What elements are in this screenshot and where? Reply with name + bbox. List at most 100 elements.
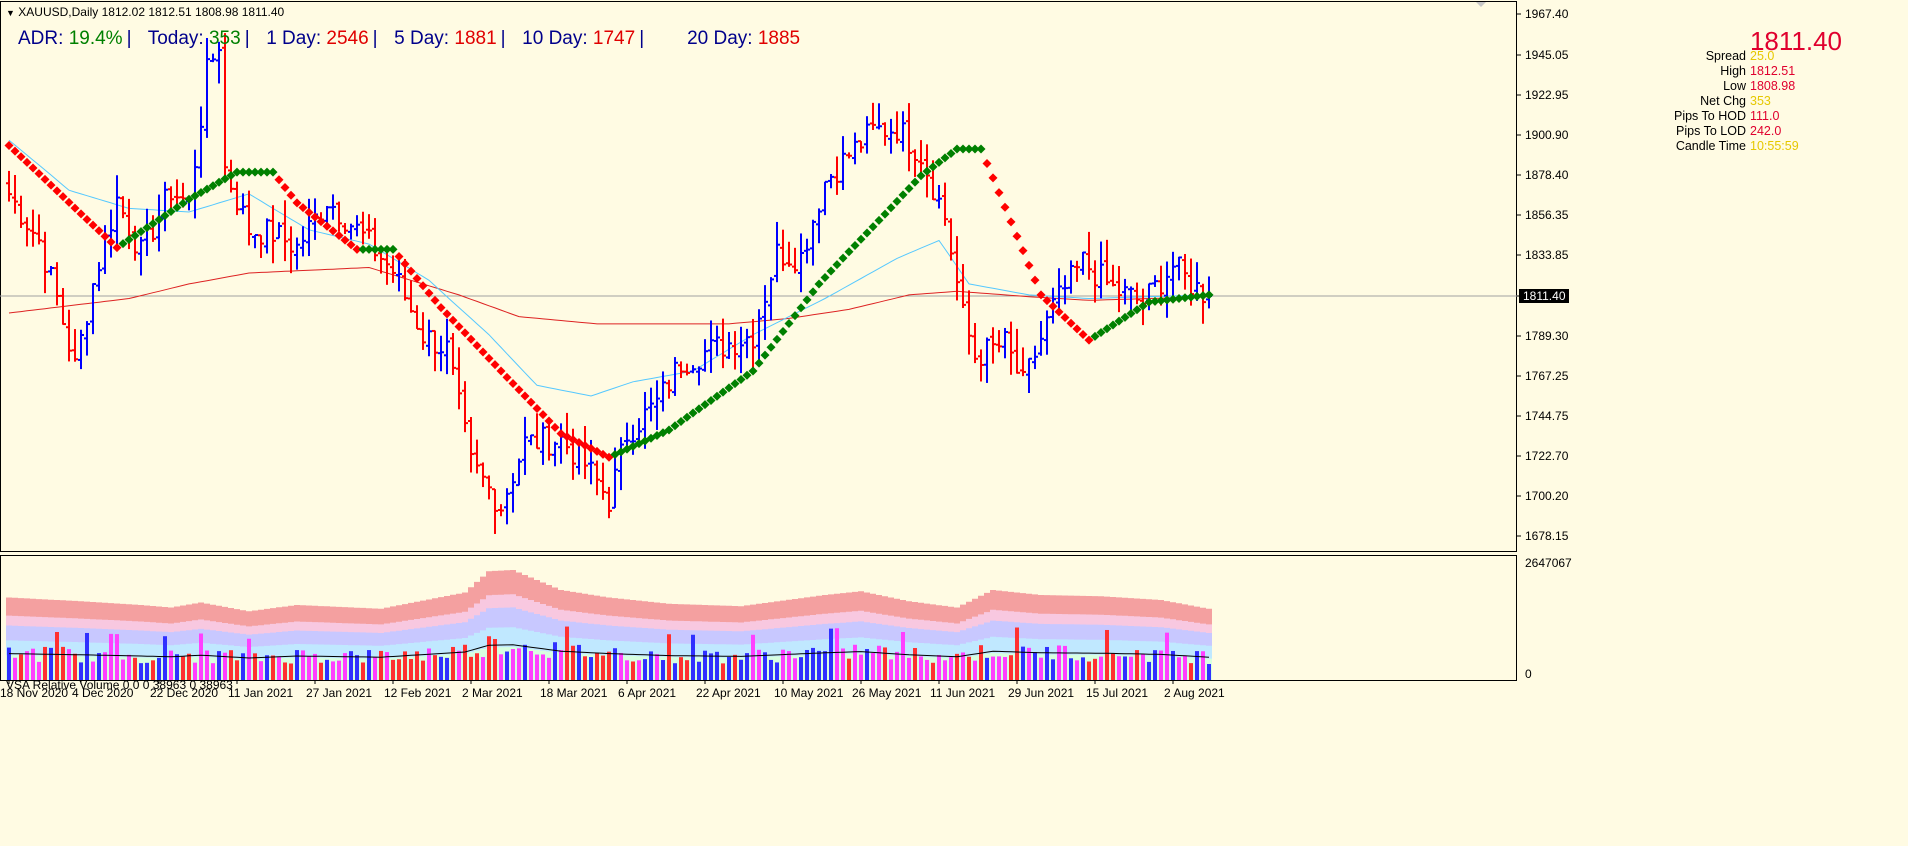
ohlc-bar	[594, 460, 600, 496]
ohlc-bar	[498, 504, 504, 517]
trend-dot	[226, 170, 236, 180]
ohlc-bar	[660, 371, 666, 412]
trend-dot	[454, 322, 464, 332]
ohlc-bar	[258, 234, 264, 258]
d20-value: 1885	[757, 28, 801, 49]
volume-bar	[967, 656, 971, 680]
volume-bar	[871, 652, 875, 680]
trend-dot	[742, 370, 752, 380]
trend-dot	[994, 188, 1004, 198]
date-tick-label: 11 Jun 2021	[930, 686, 995, 700]
volume-bar	[619, 652, 623, 680]
volume-bar	[757, 649, 761, 680]
trend-dot	[118, 239, 128, 249]
ohlc-bar	[978, 349, 984, 382]
triangle-down-icon[interactable]: ▼	[6, 8, 15, 18]
ohlc-bar	[462, 381, 468, 433]
ohlc-bar	[492, 488, 498, 534]
ohlc-bar	[486, 475, 492, 500]
trend-dot	[1078, 330, 1088, 340]
volume-bar	[721, 663, 725, 680]
ohlc-bar	[264, 218, 270, 254]
volume-bar	[613, 648, 617, 680]
ohlc-bar	[204, 37, 210, 138]
trend-dot	[1120, 312, 1130, 322]
trend-dot	[412, 273, 422, 283]
ohlc-bar	[762, 285, 768, 340]
trend-dot	[1090, 331, 1100, 341]
volume-bar	[205, 650, 209, 680]
volume-bar	[661, 660, 665, 680]
ohlc-bar	[54, 262, 60, 306]
ohlc-bar	[414, 305, 420, 330]
ohlc-bar	[708, 320, 714, 373]
ohlc-bar	[804, 238, 810, 264]
price-tick-label: 1900.90	[1525, 128, 1569, 142]
volume-bar	[1003, 656, 1007, 680]
trend-dot	[310, 212, 320, 222]
ohlc-bar	[1014, 328, 1020, 374]
trend-dot	[34, 169, 44, 179]
volume-bar	[1129, 656, 1133, 680]
trend-dot	[532, 403, 542, 413]
info-label: High	[1720, 64, 1746, 78]
volume-bar	[295, 650, 299, 680]
trend-dot	[808, 287, 818, 297]
ohlc-bar	[222, 33, 228, 180]
trend-dot	[1204, 290, 1214, 300]
ohlc-bar	[438, 335, 444, 372]
trend-dot	[766, 342, 776, 352]
trend-dot	[1054, 307, 1064, 317]
trend-dot	[682, 412, 692, 422]
volume-bar	[1141, 654, 1145, 680]
ohlc-bar	[120, 196, 126, 219]
ohlc-bar	[288, 226, 294, 274]
ohlc-bar	[654, 380, 660, 430]
trend-dot	[988, 173, 998, 183]
trend-dot	[1036, 290, 1046, 300]
today-label: Today:	[147, 28, 204, 49]
volume-bar	[193, 662, 197, 680]
ohlc-bar	[168, 186, 174, 209]
ohlc-bar	[948, 218, 954, 261]
volume-bar	[49, 647, 53, 680]
trend-dot	[184, 194, 194, 204]
trend-dot	[676, 417, 686, 427]
ohlc-bar	[822, 180, 828, 216]
trend-dot	[1108, 320, 1118, 330]
volume-bar	[727, 656, 731, 680]
ohlc-bar	[894, 111, 900, 144]
volume-bar	[1057, 645, 1061, 680]
volume-bar	[133, 657, 137, 680]
volume-bar	[505, 651, 509, 680]
volume-bar	[337, 660, 341, 680]
trend-dot	[334, 231, 344, 241]
volume-bar	[367, 650, 371, 680]
volume-bar	[307, 655, 311, 680]
price-tick-label: 1833.85	[1525, 248, 1569, 262]
trend-dot	[1138, 301, 1148, 311]
volume-bar	[61, 646, 65, 680]
trend-dot	[964, 144, 974, 154]
trend-dot	[922, 166, 932, 176]
trend-dot	[64, 197, 74, 207]
ohlc-bar	[1044, 310, 1050, 355]
volume-bar	[373, 656, 377, 680]
ohlc-bar	[1170, 251, 1176, 300]
trend-dot	[1192, 291, 1202, 301]
volume-bar	[13, 657, 17, 680]
trend-dot	[124, 235, 134, 245]
ohlc-bar	[966, 290, 972, 355]
volume-bar	[961, 652, 965, 680]
ohlc-bar	[606, 486, 612, 519]
trend-dot	[280, 183, 290, 193]
volume-bar	[259, 661, 263, 680]
volume-bar	[955, 653, 959, 680]
trend-dot	[844, 247, 854, 257]
ohlc-bar	[900, 111, 906, 152]
volume-bar	[349, 651, 353, 680]
volume-bar	[1123, 656, 1127, 680]
ohlc-bar	[1128, 286, 1134, 310]
trend-dot	[886, 203, 896, 213]
trend-dot	[1042, 296, 1052, 306]
